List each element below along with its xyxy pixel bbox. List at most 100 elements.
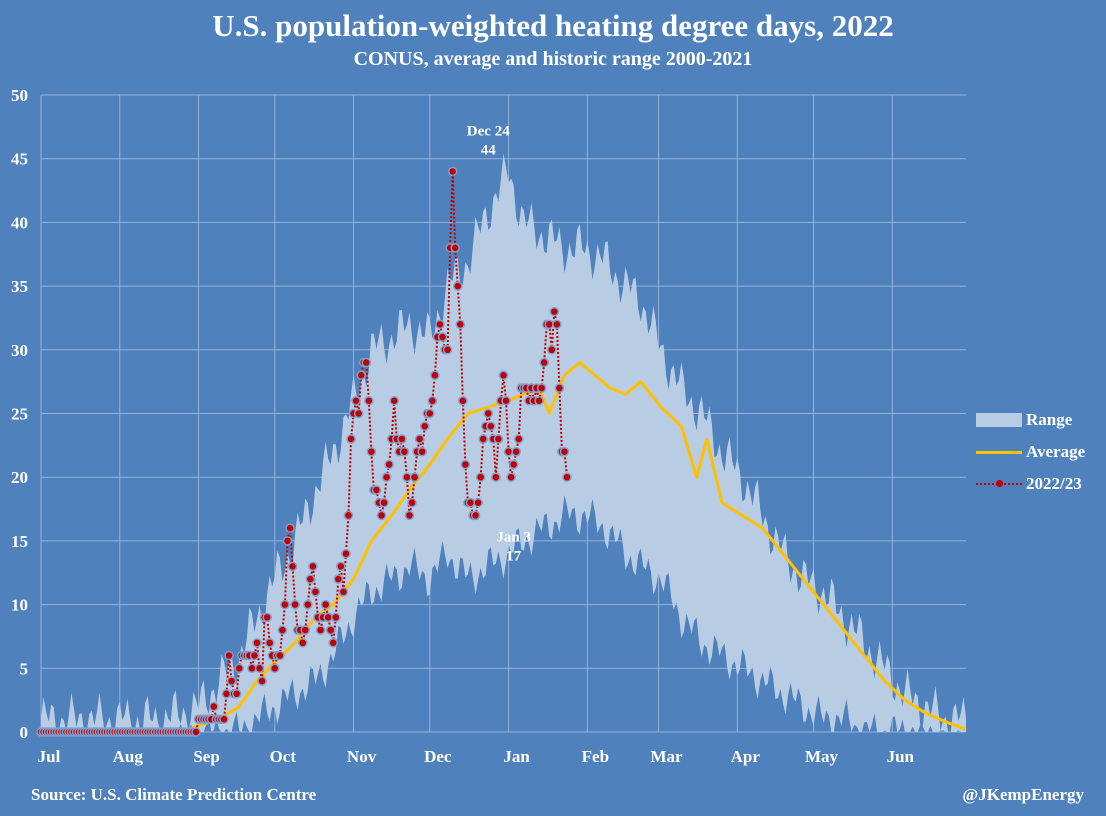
series-2022-23-point: [234, 663, 244, 674]
y-tick-label: 20: [11, 468, 28, 487]
x-tick-label: Dec: [424, 747, 452, 766]
series-2022-23-point: [249, 650, 260, 661]
annotation-date: Jan 3: [496, 529, 531, 545]
chart-title: U.S. population-weighted heating degree …: [212, 8, 894, 43]
series-2022-23-point: [506, 472, 516, 482]
y-tick-label: 10: [11, 596, 28, 615]
series-2022-23-point: [262, 612, 272, 623]
series-2022-23-point: [331, 612, 341, 623]
series-2022-23-point: [397, 434, 407, 444]
series-2022-23-point: [384, 459, 394, 470]
x-tick-label: Oct: [270, 747, 297, 766]
series-2022-23-point: [475, 472, 486, 482]
x-tick-label: Feb: [582, 747, 609, 766]
series-2022-23-point: [437, 332, 448, 342]
x-tick-label: Jul: [38, 747, 61, 766]
y-tick-label: 0: [20, 723, 29, 742]
series-2022-23-point: [325, 625, 336, 635]
series-2022-23-point: [257, 676, 267, 686]
series-2022-23-point: [310, 587, 321, 597]
series-2022-23-point: [353, 408, 364, 419]
series-2022-23-point: [364, 396, 374, 406]
range-band: [41, 153, 966, 733]
series-2022-23-point: [536, 383, 547, 393]
series-2022-23-point: [254, 663, 265, 674]
series-2022-23-point: [478, 434, 488, 444]
dotted-marker-line-swatch-icon: [976, 480, 1022, 487]
series-2022-23-point: [300, 625, 311, 635]
y-tick-label: 5: [20, 659, 29, 678]
series-2022-23-point: [562, 472, 572, 482]
y-tick-label: 40: [11, 213, 28, 232]
series-2022-23-point: [366, 446, 377, 457]
series-2022-23-point: [399, 446, 410, 457]
series-2022-23-point: [430, 370, 440, 381]
series-2022-23-point: [333, 574, 344, 584]
series-2022-23-point: [287, 561, 298, 572]
series-2022-23-point: [539, 357, 549, 368]
series-2022-23-point: [361, 357, 372, 368]
series-2022-23-point: [303, 599, 313, 610]
series-2022-23-point: [308, 561, 318, 572]
series-2022-23-point: [544, 319, 554, 330]
legend-label-average: Average: [1026, 442, 1086, 461]
series-2022-23-point: [501, 396, 511, 406]
series-2022-23-point: [285, 523, 295, 533]
series-2022-23-point: [414, 434, 425, 444]
series-2022-23-layer: [36, 166, 572, 737]
x-axis-ticks: Jul Aug Sep Oct Nov Dec Jan Feb Mar Apr May Jun: [38, 747, 915, 766]
series-2022-23-point: [231, 689, 242, 699]
series-2022-23-point: [282, 536, 293, 546]
legend-item-range: Range: [976, 404, 1085, 436]
series-2022-23-point: [226, 676, 237, 686]
series-2022-23-point: [305, 574, 316, 584]
x-tick-label: Nov: [347, 747, 377, 766]
series-2022-23-point: [407, 497, 417, 508]
series-2022-23-point: [338, 587, 349, 597]
series-2022-23-point: [247, 663, 257, 674]
annotation-date: Dec 24: [467, 123, 510, 139]
series-2022-23-point: [427, 396, 438, 406]
annotation-value: 44: [481, 142, 497, 158]
series-2022-23-point: [465, 497, 476, 508]
series-2022-23-line: [41, 171, 569, 733]
y-tick-label: 25: [11, 405, 28, 424]
average-line-swatch-icon: [976, 450, 1022, 454]
range-swatch-icon: [976, 413, 1022, 427]
series-2022-23-point: [336, 561, 346, 572]
author-credit: @JKempEnergy: [962, 785, 1084, 804]
legend-label-range: Range: [1026, 410, 1073, 429]
y-tick-label: 15: [11, 532, 28, 551]
series-2022-23-point: [280, 599, 290, 610]
y-tick-label: 35: [11, 277, 28, 296]
series-2022-23-point: [508, 459, 519, 470]
series-2022-23-point: [320, 599, 331, 610]
series-2022-23-point: [290, 599, 300, 610]
series-2022-23-point: [191, 727, 201, 737]
x-tick-label: May: [805, 747, 839, 766]
series-2022-23-point: [270, 663, 280, 674]
series-2022-23-point: [559, 446, 570, 457]
annotations: Dec 24 44 Jan 3 17: [467, 123, 531, 564]
series-2022-23-point: [511, 446, 521, 457]
range-band-layer: [41, 153, 966, 733]
series-2022-23-point: [264, 638, 275, 648]
series-2022-23-point: [455, 319, 466, 330]
series-2022-23-point: [486, 421, 496, 431]
series-2022-23-point: [371, 485, 382, 495]
x-tick-label: Jan: [503, 747, 530, 766]
series-2022-23-point: [224, 650, 234, 661]
series-2022-23-point: [351, 396, 361, 406]
series-2022-23-point: [442, 345, 453, 355]
x-tick-label: Apr: [731, 747, 761, 766]
chart-subtitle: CONUS, average and historic range 2000-2…: [353, 48, 753, 70]
source-note: Source: U.S. Climate Prediction Centre: [31, 785, 317, 804]
series-2022-23-point: [376, 510, 387, 521]
series-2022-23-point: [328, 638, 338, 648]
series-2022-23-point: [552, 319, 562, 330]
legend-item-2022-23: 2022/23: [976, 468, 1085, 500]
series-2022-23-point: [277, 625, 288, 635]
series-2022-23-point: [404, 510, 415, 521]
x-tick-label: Sep: [193, 747, 219, 766]
